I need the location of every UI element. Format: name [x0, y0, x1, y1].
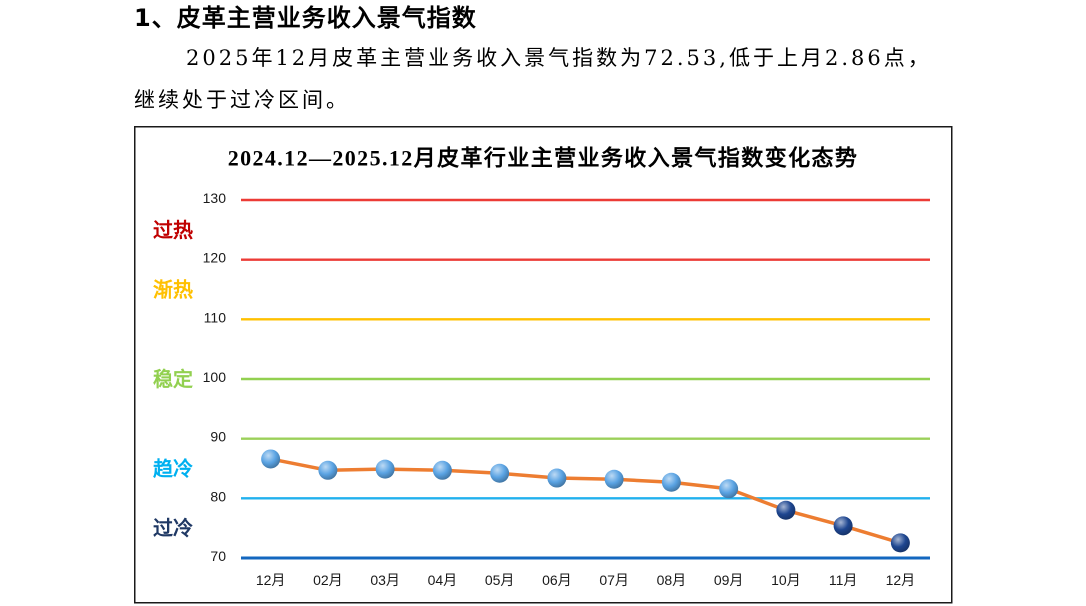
y-axis-tick-labels: 70 80 90 100 110 120 130 [203, 190, 227, 564]
data-point [490, 463, 510, 483]
x-tick-label: 10月 [771, 572, 801, 588]
x-tick-label: 04月 [428, 572, 458, 588]
x-axis-tick-labels: 12月 02月 03月 04月 05月 06月 07月 08月 09月 10月 11月 12月 [256, 572, 915, 588]
data-point [375, 459, 395, 479]
x-tick-label: 12月 [886, 572, 916, 588]
y-tick-label: 80 [210, 488, 226, 504]
section-heading: 1、皮革主营业务收入景气指数 [134, 4, 477, 32]
data-point [604, 469, 624, 489]
y-tick-label: 70 [210, 548, 226, 564]
data-point [547, 468, 567, 488]
chart-frame [134, 126, 953, 604]
zone-label: 过热 [153, 218, 193, 242]
zone-label: 过冷 [153, 516, 193, 540]
series-0 [261, 449, 910, 553]
data-point [318, 460, 338, 480]
zone-label: 稳定 [153, 367, 193, 391]
chart-title: 2024.12—2025.12月皮革行业主营业务收入景气指数变化态势 [228, 146, 859, 171]
x-tick-label: 08月 [657, 572, 687, 588]
data-point [833, 516, 853, 536]
y-tick-label: 90 [210, 429, 226, 445]
data-point [661, 472, 681, 492]
data-point [432, 460, 452, 480]
series-line [268, 457, 903, 545]
y-tick-label: 120 [203, 250, 227, 266]
x-tick-label: 03月 [370, 572, 400, 588]
data-point [261, 449, 281, 469]
y-tick-label: 100 [203, 369, 227, 385]
data-point [719, 479, 739, 499]
x-tick-label: 07月 [599, 572, 629, 588]
x-tick-label: 05月 [485, 572, 515, 588]
data-point [776, 500, 796, 520]
zone-label: 趋冷 [153, 457, 193, 481]
y-tick-label: 130 [203, 190, 227, 206]
zone-label: 渐热 [153, 278, 193, 302]
x-tick-label: 12月 [256, 572, 286, 588]
summary-paragraph: 2025年12月皮革主营业务收入景气指数为72.53,低于上月2.86点，继续处… [134, 46, 932, 112]
gridlines [241, 198, 930, 560]
x-tick-label: 11月 [829, 572, 858, 588]
y-tick-label: 110 [204, 309, 227, 325]
data-point [890, 533, 910, 553]
x-tick-label: 09月 [714, 572, 744, 588]
x-tick-label: 02月 [313, 572, 343, 588]
x-tick-label: 06月 [542, 572, 572, 588]
